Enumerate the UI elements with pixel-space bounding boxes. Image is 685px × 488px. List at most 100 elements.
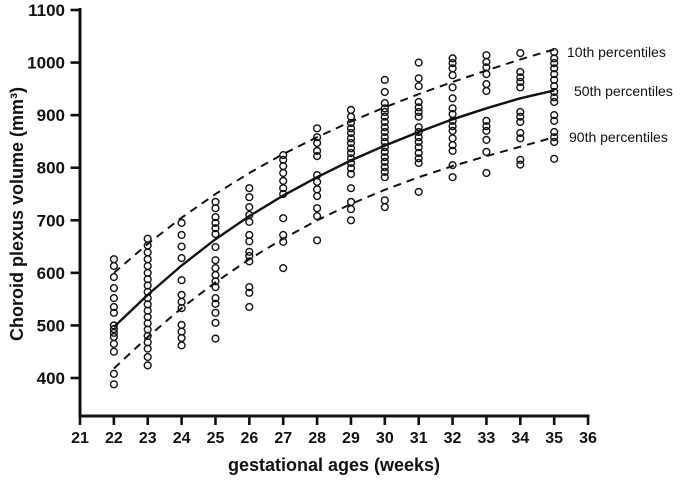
data-point: [516, 67, 525, 77]
data-point: [380, 98, 389, 108]
data-point: [516, 112, 525, 121]
data-point: [211, 218, 220, 228]
data-point: [448, 94, 457, 103]
data-point: [380, 157, 389, 167]
data-point: [313, 124, 322, 133]
data-point: [516, 134, 525, 143]
data-point: [346, 205, 356, 214]
data-point: [313, 177, 322, 187]
data-point: [177, 254, 186, 263]
data-point: [346, 158, 356, 168]
data-point: [448, 146, 457, 156]
data-point: [550, 54, 559, 63]
data-point: [414, 158, 423, 168]
data-point: [414, 82, 423, 91]
data-point: [346, 164, 356, 173]
x-tick-label: 25: [207, 430, 225, 447]
x-tick-label: 22: [105, 430, 123, 447]
data-point: [313, 204, 322, 213]
data-point: [346, 138, 356, 148]
data-point: [448, 58, 457, 68]
data-point: [177, 290, 186, 300]
data-point: [346, 134, 356, 143]
y-tick-label: 800: [37, 159, 65, 178]
data-point: [177, 320, 186, 330]
data-point: [346, 154, 356, 163]
data-point: [279, 264, 288, 273]
percentile-curves: [113, 48, 555, 370]
data-point: [448, 116, 457, 126]
curve-90th: [113, 136, 555, 370]
data-point: [380, 133, 389, 142]
data-point: [448, 173, 457, 182]
data-point: [414, 137, 423, 147]
data-point: [448, 71, 457, 80]
data-point: [482, 126, 491, 135]
data-point: [380, 196, 389, 205]
data-point: [516, 77, 525, 87]
data-point: [245, 247, 254, 256]
data-point: [550, 64, 559, 73]
data-point: [211, 283, 220, 292]
data-point: [211, 318, 220, 327]
data-point: [109, 273, 119, 282]
data-point: [279, 168, 288, 178]
data-point: [550, 69, 559, 79]
data-point: [550, 58, 559, 68]
data-point: [414, 74, 423, 83]
data-point: [482, 116, 491, 126]
data-point: [211, 299, 220, 309]
data-point: [313, 185, 322, 194]
data-point: [143, 255, 152, 264]
x-tick-label: 28: [308, 430, 326, 447]
y-tick-label: 700: [37, 211, 65, 230]
data-point: [109, 347, 119, 356]
data-point: [516, 107, 525, 117]
data-point: [279, 184, 288, 193]
x-tick-label: 21: [71, 430, 89, 447]
data-point: [109, 325, 119, 334]
data-point: [414, 127, 423, 137]
data-point: [550, 110, 559, 120]
data-point: [211, 204, 220, 213]
data-point: [177, 218, 186, 228]
data-point: [109, 261, 119, 271]
data-point: [177, 304, 186, 313]
data-point: [245, 217, 254, 227]
data-point: [380, 123, 389, 132]
data-point: [313, 138, 322, 148]
data-point: [143, 344, 152, 353]
data-point: [414, 154, 423, 163]
data-point: [448, 141, 457, 150]
data-point: [448, 122, 457, 131]
data-point: [346, 124, 356, 133]
data-point: [380, 87, 389, 97]
data-point: [313, 146, 322, 156]
data-point: [550, 82, 559, 91]
data-point: [109, 308, 119, 317]
data-point: [482, 69, 491, 79]
data-point: [346, 184, 356, 193]
data-point: [211, 294, 220, 303]
data-point: [211, 213, 220, 222]
y-axis-title: Choroid plexus volume (mm³): [7, 86, 27, 342]
curve-50th: [113, 89, 555, 328]
data-point: [279, 237, 288, 246]
data-point: [279, 151, 288, 160]
data-point: [482, 147, 491, 157]
y-tick-label: 600: [37, 264, 65, 283]
data-point: [380, 112, 389, 121]
data-point: [380, 75, 389, 85]
data-point: [143, 261, 152, 271]
data-point: [414, 107, 423, 117]
data-point: [380, 127, 389, 137]
data-point: [279, 230, 288, 240]
y-tick-label: 1000: [27, 54, 65, 73]
y-tick-label: 1100: [28, 1, 65, 20]
data-point: [177, 341, 186, 350]
x-tick-label: 24: [173, 430, 191, 447]
data-point: [482, 86, 491, 96]
data-point: [245, 257, 254, 266]
data-point: [380, 107, 389, 117]
